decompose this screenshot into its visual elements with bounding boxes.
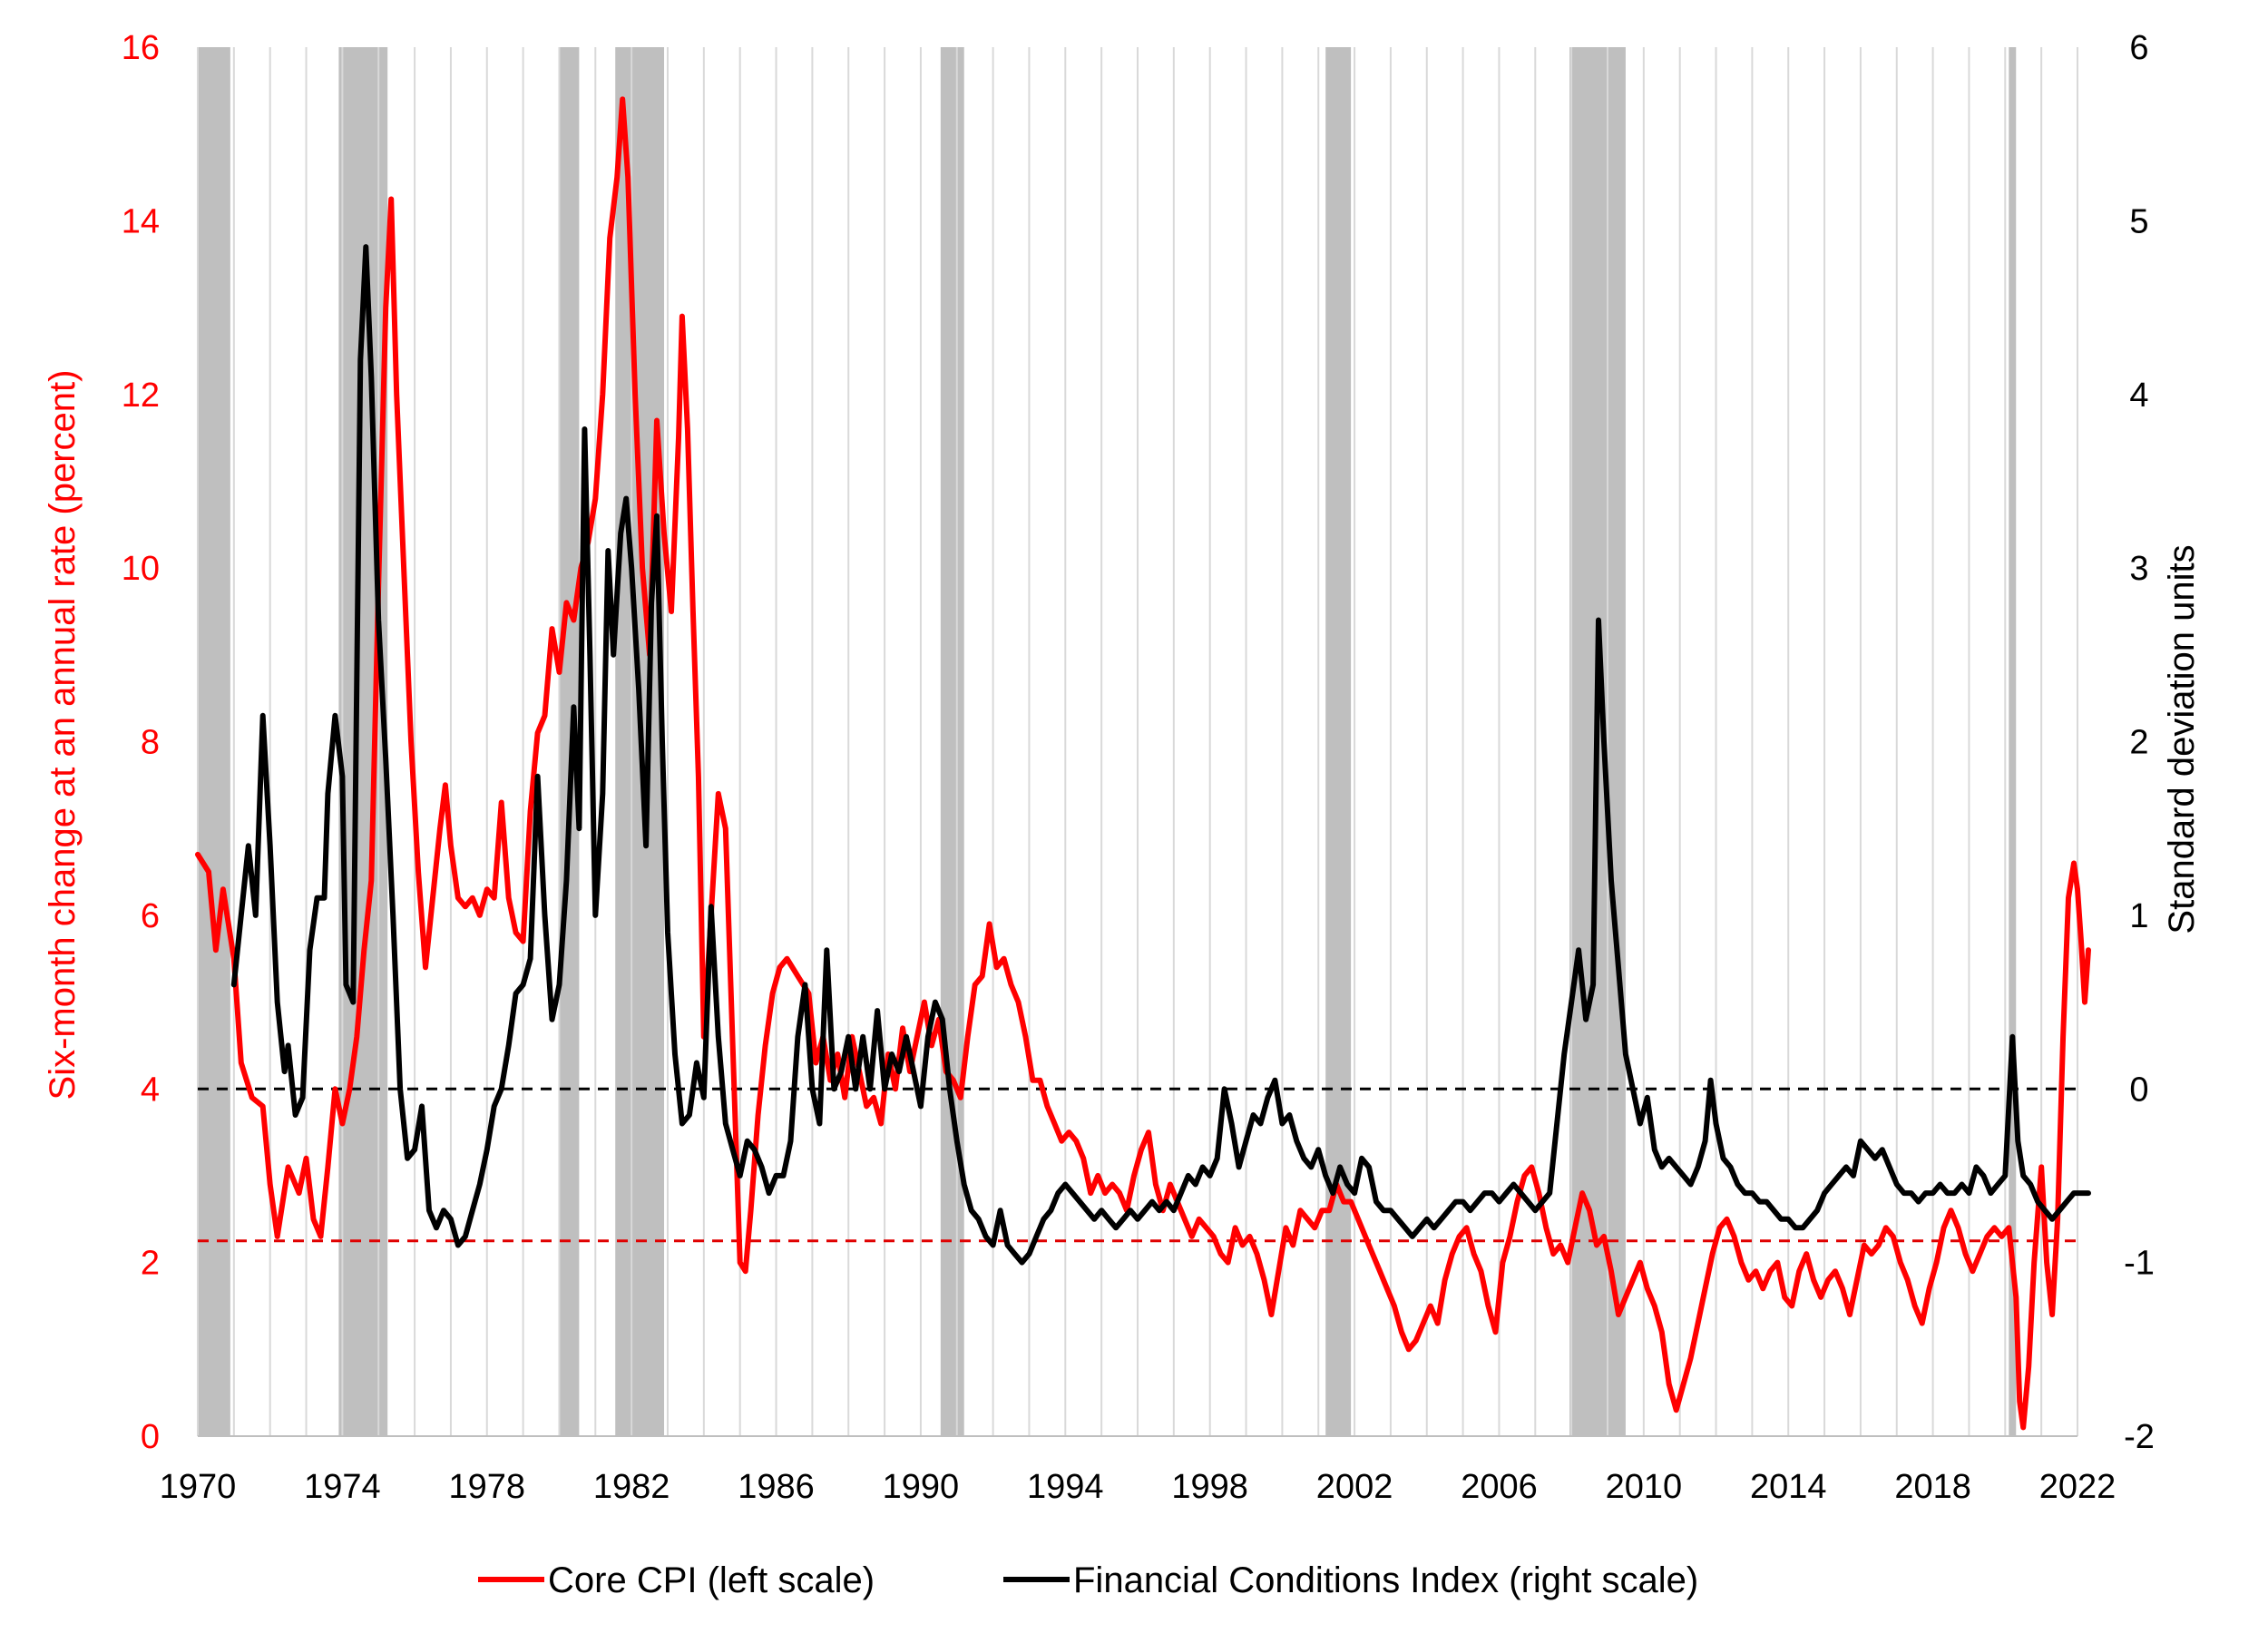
x-tick-label: 1986 xyxy=(738,1468,815,1506)
x-tick-label: 2002 xyxy=(1316,1468,1393,1506)
x-tick-label: 2018 xyxy=(1894,1468,1971,1506)
x-tick-label: 2006 xyxy=(1461,1468,1538,1506)
y-right-tick-label: -2 xyxy=(2124,1418,2155,1456)
recession-band-4 xyxy=(940,47,964,1436)
recession-band-5 xyxy=(1325,47,1352,1436)
x-tick-label: 1970 xyxy=(160,1468,237,1506)
x-tick-label: 2014 xyxy=(1750,1468,1827,1506)
left-axis-title: Six-month change at an annual rate (perc… xyxy=(43,370,83,1100)
reference-lines xyxy=(198,1087,2077,1243)
y-left-tick-label: 4 xyxy=(141,1071,160,1109)
recession-band-7 xyxy=(2009,47,2017,1436)
y-right-tick-label: 6 xyxy=(2129,29,2148,67)
x-tick-label: 1994 xyxy=(1027,1468,1104,1506)
recession-band-0 xyxy=(198,47,230,1436)
x-tick-label: 1978 xyxy=(448,1468,525,1506)
series-line-core-cpi xyxy=(195,96,2091,1431)
y-right-tick-label: -1 xyxy=(2124,1245,2155,1283)
axes: 1970 1974 1978 1982 1986 1990 1994 1998 2002 2006… xyxy=(122,29,2155,1506)
y-left-tick-label: 8 xyxy=(141,724,160,762)
x-tick-label: 2010 xyxy=(1606,1468,1683,1506)
x-tick-label: 1974 xyxy=(304,1468,381,1506)
series-line-fci xyxy=(230,244,2091,1266)
y-right-tick-label: 3 xyxy=(2129,550,2148,588)
y-left-tick-label: 14 xyxy=(122,202,160,240)
legend-label-core-cpi: Core CPI (left scale) xyxy=(548,1560,875,1600)
y-right-tick-label: 2 xyxy=(2129,724,2148,762)
x-tick-label: 1998 xyxy=(1171,1468,1248,1506)
series-lines xyxy=(195,96,2091,1431)
y-left-tick-label: 0 xyxy=(141,1418,160,1456)
x-tick-label: 1982 xyxy=(593,1468,670,1506)
y-left-tick-label: 12 xyxy=(122,377,160,415)
y-left-tick-label: 2 xyxy=(141,1245,160,1283)
legend-label-fci: Financial Conditions Index (right scale) xyxy=(1073,1560,1698,1600)
y-right-tick-label: 4 xyxy=(2129,377,2148,415)
y-right-tick-label: 5 xyxy=(2129,202,2148,240)
x-tick-label: 1990 xyxy=(883,1468,960,1506)
legend: Core CPI (left scale) Financial Conditio… xyxy=(478,1560,1698,1600)
y-left-tick-label: 6 xyxy=(141,897,160,935)
right-axis-title: Standard deviation units xyxy=(2162,544,2202,934)
y-right-tick-label: 1 xyxy=(2129,897,2148,935)
y-left-tick-label: 10 xyxy=(122,550,160,588)
y-right-tick-label: 0 xyxy=(2129,1071,2148,1109)
x-tick-label: 2022 xyxy=(2039,1468,2116,1506)
y-left-tick-label: 16 xyxy=(122,29,160,67)
